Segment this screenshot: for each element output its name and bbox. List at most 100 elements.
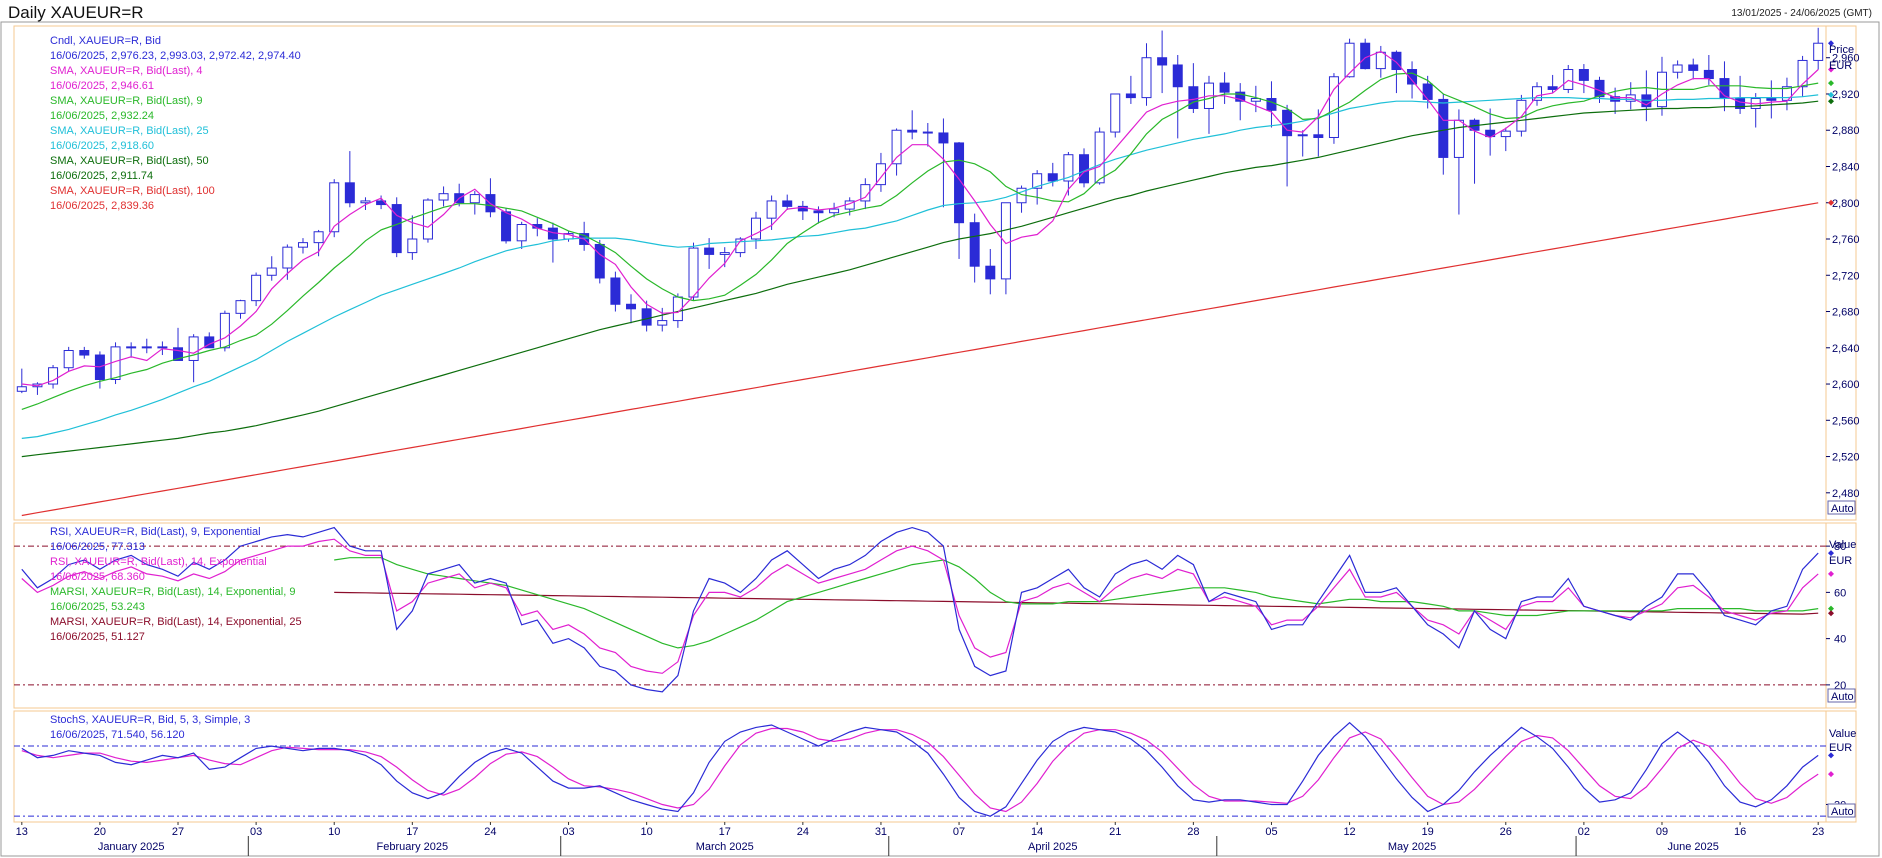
candle: [985, 248, 996, 295]
candle: [235, 299, 246, 319]
candle: [485, 178, 496, 218]
candle: [1266, 81, 1277, 128]
stoch-last-marker: [1828, 752, 1834, 759]
price-auto-button[interactable]: Auto: [1827, 500, 1856, 515]
candle: [329, 179, 340, 238]
candle: [907, 110, 918, 140]
close-marker: [1828, 40, 1834, 47]
candle: [1656, 56, 1667, 116]
candle: [1688, 58, 1699, 80]
x-day-label: 03: [250, 826, 262, 838]
x-day-label: 26: [1500, 826, 1512, 838]
rsi-last-marker: [1828, 550, 1834, 557]
candle: [297, 238, 308, 254]
rsi-legend: RSI, XAUEUR=R, Bid(Last), 9, Exponential…: [50, 525, 302, 645]
candle-body: [954, 142, 965, 224]
candle: [938, 118, 949, 208]
candle-body: [438, 193, 449, 201]
x-month-label: May 2025: [1388, 841, 1436, 853]
price-tick-label: 2,960: [1832, 53, 1860, 65]
candle: [173, 327, 184, 361]
x-day-label: 12: [1343, 826, 1355, 838]
candle-body: [1032, 173, 1043, 189]
candle-body: [1735, 98, 1746, 109]
candle-body: [297, 242, 308, 248]
rsi-legend-line-4: MARSI, XAUEUR=R, Bid(Last), 14, Exponent…: [50, 586, 296, 598]
candle-body: [1188, 86, 1199, 109]
rsi-last-marker: [1828, 605, 1834, 612]
candle-body: [938, 132, 949, 144]
x-day-label: 13: [16, 826, 28, 838]
candle-body: [969, 222, 980, 267]
rsi-legend-line-1: 16/06/2025, 77.313: [50, 541, 145, 553]
candle-body: [1578, 69, 1589, 81]
candle: [48, 365, 59, 389]
candle-body: [422, 199, 433, 240]
candle: [469, 190, 480, 215]
candle: [594, 239, 605, 284]
candle: [813, 206, 824, 224]
candle-body: [907, 129, 918, 133]
candle: [626, 294, 637, 324]
price-axis-title: Price: [1829, 44, 1855, 56]
candle: [1391, 50, 1402, 94]
candle: [954, 142, 965, 259]
candle: [422, 198, 433, 243]
rsi-legend-line-7: 16/06/2025, 51.127: [50, 631, 145, 643]
candle-body: [1047, 173, 1058, 182]
candle: [969, 213, 980, 283]
candle: [532, 218, 543, 237]
stoch-legend-line-1: 16/06/2025, 71.540, 56.120: [50, 729, 185, 741]
x-day-label: 24: [797, 826, 809, 838]
candle: [1094, 127, 1105, 185]
rsi-legend-line-3: 16/06/2025, 68.360: [50, 571, 145, 583]
x-day-label: 09: [1656, 826, 1668, 838]
candle: [1172, 55, 1183, 139]
candle: [875, 152, 886, 192]
candle: [79, 346, 90, 359]
candle-body: [1000, 202, 1011, 280]
price-legend-line-5: 16/06/2025, 2,932.24: [50, 110, 154, 122]
candle-body: [1219, 82, 1230, 93]
candle-body: [1500, 130, 1511, 138]
stoch-panel-border: [13, 710, 1857, 823]
candle-body: [79, 349, 90, 356]
x-day-label: 19: [1422, 826, 1434, 838]
candle: [1375, 45, 1386, 78]
price-tick-label: 2,800: [1832, 198, 1860, 210]
candle-body: [391, 204, 402, 254]
stoch-auto-button[interactable]: Auto: [1827, 803, 1856, 818]
rsi-auto-button[interactable]: Auto: [1827, 688, 1856, 703]
stoch-last-marker: [1828, 771, 1834, 778]
sma50-line: [21, 100, 1819, 458]
price-legend-line-11: 16/06/2025, 2,839.36: [50, 200, 154, 212]
x-day-label: 24: [484, 826, 496, 838]
sma9-marker: [1828, 80, 1834, 87]
x-month-label: March 2025: [696, 841, 754, 853]
price-tick-label: 2,680: [1832, 307, 1860, 319]
candle-body: [1485, 129, 1496, 138]
sma100-marker: [1828, 199, 1834, 206]
price-legend-line-4: SMA, XAUEUR=R, Bid(Last), 9: [50, 95, 203, 107]
candle-body: [1547, 86, 1558, 90]
price-axis-unit: EUR: [1829, 60, 1853, 72]
price-tick-label: 2,920: [1832, 89, 1860, 101]
candle: [1063, 151, 1074, 196]
rsi-legend-line-5: 16/06/2025, 53.243: [50, 601, 145, 613]
candle-body: [1110, 93, 1121, 133]
rsi-axis-title: Value: [1829, 539, 1857, 551]
candle-body: [1079, 154, 1090, 184]
candle: [1641, 70, 1652, 122]
rsi-tick-label: 40: [1834, 634, 1846, 646]
date-range: 13/01/2025 - 24/06/2025 (GMT): [1731, 8, 1872, 19]
auto-button-label: Auto: [1831, 691, 1854, 703]
candle-body: [1250, 98, 1261, 102]
candle: [1500, 127, 1511, 152]
candle-body: [469, 194, 480, 204]
candle-body: [657, 320, 668, 326]
candle: [1563, 64, 1574, 94]
candle: [516, 221, 527, 249]
price-tick-label: 2,880: [1832, 125, 1860, 137]
candle-body: [719, 252, 730, 255]
